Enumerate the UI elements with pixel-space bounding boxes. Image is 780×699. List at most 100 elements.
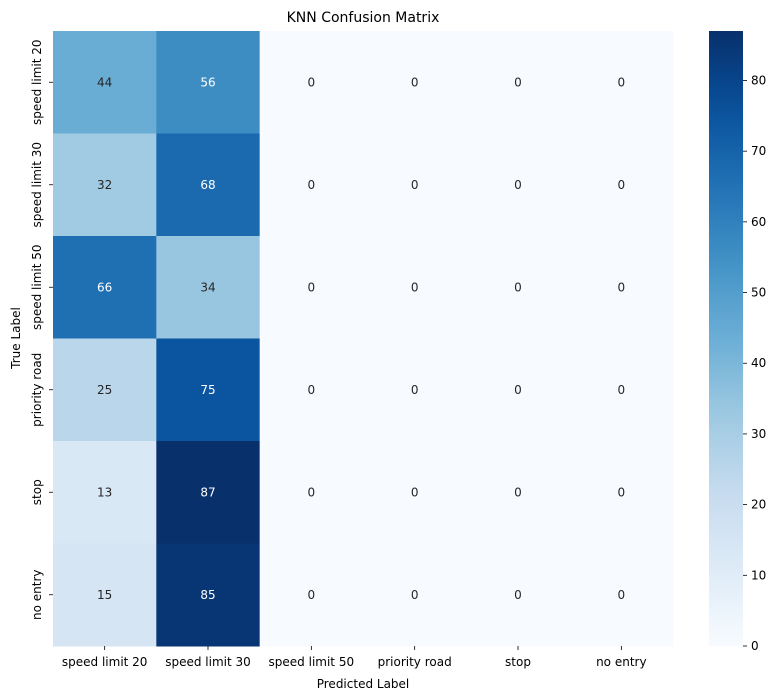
heatmap-cell	[259, 31, 364, 134]
colorbar-tick-label: 40	[751, 356, 766, 370]
cell-value-label: 0	[514, 280, 522, 294]
cell-value-label: 0	[618, 588, 626, 602]
colorbar-tick-label: 20	[751, 498, 766, 512]
cell-value-label: 0	[411, 383, 419, 397]
cell-value-label: 0	[514, 588, 522, 602]
heatmap-cell	[259, 338, 364, 442]
y-tick-label: stop	[30, 479, 44, 505]
cell-value-label: 0	[411, 485, 419, 499]
heatmap-cell	[569, 133, 674, 237]
cell-value-label: 0	[411, 280, 419, 294]
heatmap-cell	[363, 133, 467, 237]
heatmap-cell	[156, 133, 261, 237]
cell-value-label: 0	[308, 178, 316, 192]
heatmap-cell	[156, 441, 261, 544]
colorbar-tick-label: 0	[751, 639, 759, 653]
cell-value-label: 0	[514, 383, 522, 397]
heatmap-cell	[363, 338, 467, 442]
cell-value-label: 0	[411, 75, 419, 89]
cell-value-label: 85	[200, 588, 215, 602]
cell-value-label: 0	[514, 178, 522, 192]
heatmap-cell	[156, 31, 261, 134]
heatmap-cell	[53, 236, 157, 339]
heatmap-cell	[156, 543, 261, 647]
y-tick-label: speed limit 20	[30, 39, 44, 125]
cell-value-label: 0	[308, 75, 316, 89]
heatmap-cell	[363, 31, 467, 134]
heatmap-cell	[259, 543, 364, 647]
heatmap-cell	[466, 338, 571, 442]
heatmap-cell	[259, 236, 364, 339]
heatmap-cell	[53, 543, 157, 647]
y-tick-label: no entry	[30, 570, 44, 621]
cell-value-label: 15	[97, 588, 112, 602]
heatmap-cell	[569, 31, 674, 134]
cell-value-label: 0	[618, 485, 626, 499]
heatmap-cell	[363, 236, 467, 339]
x-tick-labels: speed limit 20 speed limit 30 speed limit …	[62, 646, 647, 669]
x-tick-label: speed limit 50	[269, 655, 355, 669]
heatmap-cell	[466, 31, 571, 134]
heatmap-cell	[53, 338, 157, 442]
colorbar	[709, 31, 743, 646]
heatmap-cell	[569, 441, 674, 544]
cell-value-label: 44	[97, 75, 112, 89]
cell-value-label: 0	[308, 383, 316, 397]
x-tick-label: no entry	[596, 655, 647, 669]
heatmap-cell	[259, 441, 364, 544]
heatmap-cell	[569, 338, 674, 442]
cell-value-label: 56	[200, 75, 215, 89]
cell-value-label: 0	[618, 75, 626, 89]
cell-value-label: 0	[411, 588, 419, 602]
heatmap-cells: 44 56 0 0 0 0 32 68 0 0 0 0 66 34 0 0 0 0 25 75 0 0 0 0 13 87 0 0 0 0…	[53, 31, 674, 647]
cell-value-label: 87	[200, 485, 215, 499]
colorbar-tick-label: 50	[751, 286, 766, 300]
cell-value-label: 32	[97, 178, 112, 192]
x-tick-label: stop	[505, 655, 531, 669]
colorbar-tick-label: 60	[751, 215, 766, 229]
heatmap-cell	[156, 338, 261, 442]
heatmap-cell	[466, 441, 571, 544]
cell-value-label: 0	[618, 383, 626, 397]
x-tick-label: priority road	[378, 655, 452, 669]
cell-value-label: 75	[200, 383, 215, 397]
heatmap-cell	[569, 543, 674, 647]
heatmap-cell	[363, 441, 467, 544]
y-tick-labels: speed limit 20 speed limit 30 speed limit …	[30, 39, 53, 620]
heatmap-cell	[466, 236, 571, 339]
heatmap-cell	[156, 236, 261, 339]
cell-value-label: 0	[308, 588, 316, 602]
heatmap-cell	[466, 543, 571, 647]
x-axis-label: Predicted Label	[317, 677, 410, 691]
cell-value-label: 0	[411, 178, 419, 192]
cell-value-label: 0	[308, 280, 316, 294]
heatmap-cell	[569, 236, 674, 339]
x-tick-label: speed limit 20	[62, 655, 148, 669]
y-tick-label: speed limit 30	[30, 142, 44, 228]
chart-title: KNN Confusion Matrix	[287, 10, 440, 26]
cell-value-label: 0	[308, 485, 316, 499]
cell-value-label: 66	[97, 280, 112, 294]
y-tick-label: speed limit 50	[30, 244, 44, 330]
cell-value-label: 13	[97, 485, 112, 499]
colorbar-tick-label: 80	[751, 73, 766, 87]
heatmap-cell	[363, 543, 467, 647]
y-axis-label: True Label	[9, 307, 23, 370]
colorbar-ticks: 0 10 20 30 40 50 60 70 80	[743, 73, 766, 653]
cell-value-label: 34	[200, 280, 215, 294]
x-tick-label: speed limit 30	[165, 655, 251, 669]
heatmap-cell	[259, 133, 364, 237]
cell-value-label: 68	[200, 178, 215, 192]
colorbar-tick-label: 10	[751, 568, 766, 582]
y-tick-label: priority road	[30, 353, 44, 427]
colorbar-tick-label: 70	[751, 144, 766, 158]
cell-value-label: 0	[618, 280, 626, 294]
heatmap-cell	[466, 133, 571, 237]
cell-value-label: 0	[514, 75, 522, 89]
cell-value-label: 0	[514, 485, 522, 499]
colorbar-tick-label: 30	[751, 427, 766, 441]
heatmap-cell	[53, 441, 157, 544]
heatmap-cell	[53, 31, 157, 134]
cell-value-label: 0	[618, 178, 626, 192]
